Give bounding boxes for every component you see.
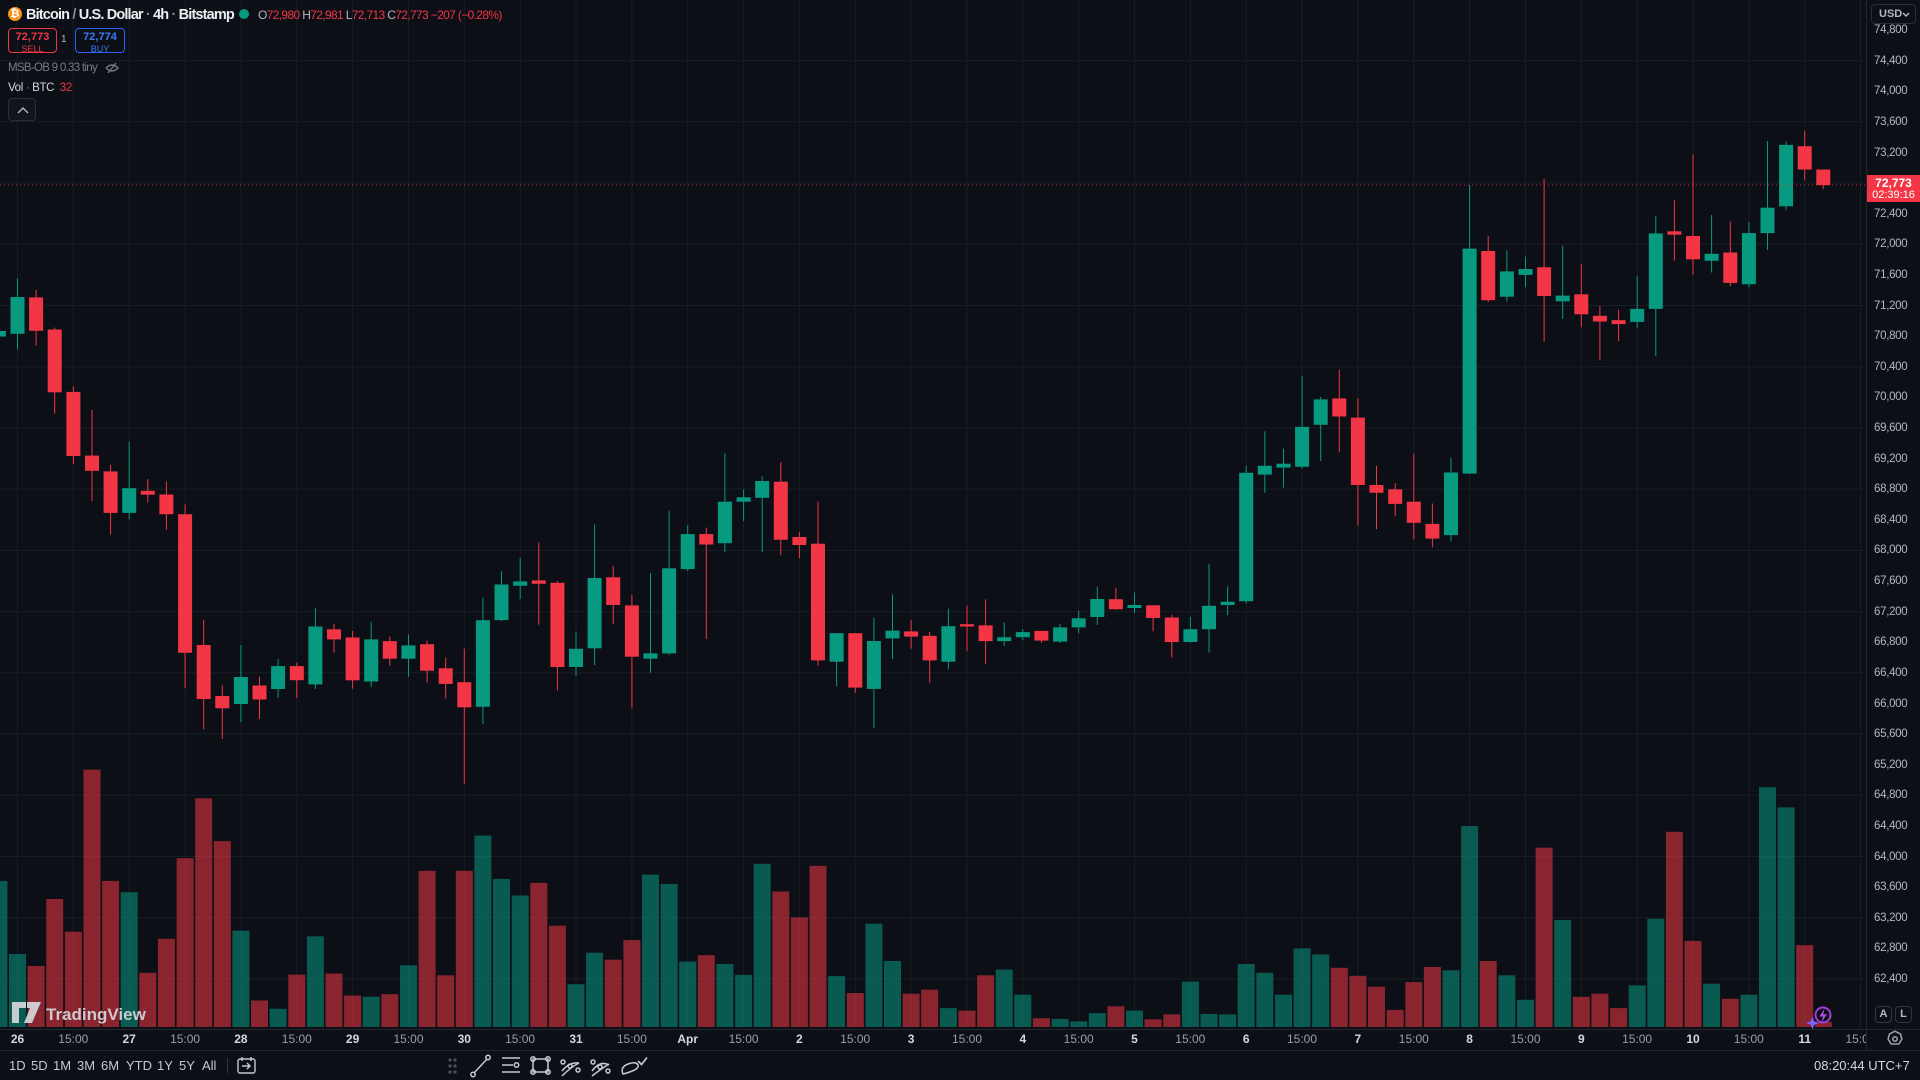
svg-text:TradingView: TradingView <box>46 1005 147 1024</box>
